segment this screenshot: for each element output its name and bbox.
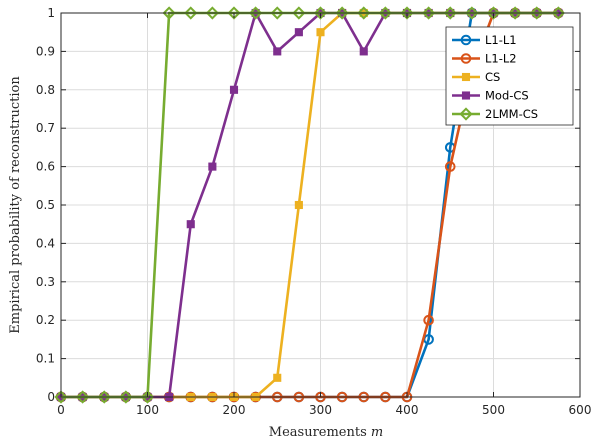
data-point bbox=[208, 162, 217, 171]
x-axis-title: Measurements m bbox=[269, 425, 383, 440]
data-point bbox=[229, 85, 239, 94]
y-tick-label: 0 bbox=[47, 390, 55, 404]
legend-entry: L1-L1 bbox=[452, 33, 517, 47]
data-point bbox=[378, 6, 392, 20]
y-tick-label: 0.5 bbox=[36, 198, 55, 212]
data-point bbox=[316, 28, 325, 37]
data-point bbox=[292, 6, 306, 20]
data-point bbox=[273, 373, 282, 382]
data-point bbox=[205, 6, 219, 20]
data-point bbox=[313, 6, 328, 20]
legend-entry: CS bbox=[452, 70, 500, 84]
legend-entry: L1-L2 bbox=[452, 52, 517, 66]
y-tick-label: 0.3 bbox=[36, 275, 55, 289]
data-point bbox=[119, 390, 133, 404]
x-axis-title-text: Measurements bbox=[269, 425, 367, 440]
data-point bbox=[508, 6, 522, 20]
legend-swatch-marker bbox=[460, 53, 472, 64]
data-point bbox=[400, 6, 414, 20]
data-point bbox=[227, 6, 241, 20]
data-point bbox=[486, 6, 501, 20]
legend-label: CS bbox=[485, 70, 500, 84]
legend-label: L1-L2 bbox=[485, 52, 517, 66]
y-axis-title: Empirical probability of reconstruction bbox=[8, 76, 23, 334]
data-point bbox=[294, 28, 303, 37]
legend-entry: Mod-CS bbox=[452, 89, 529, 103]
legend-swatch-marker bbox=[461, 72, 471, 82]
data-point bbox=[186, 220, 195, 229]
y-tick-label: 0.8 bbox=[36, 83, 55, 97]
tick-labels: 0 100 200 300 400 500 600 0 0.1 0.2 0.3 0.4 0.5 0.6 0.… bbox=[36, 6, 592, 417]
data-point bbox=[97, 390, 111, 404]
x-tick-label: 400 bbox=[396, 403, 419, 417]
legend: L1-L1 L1-L2 CS Mod-CS 2LMM-CS bbox=[445, 26, 574, 126]
y-tick-label: 0.4 bbox=[36, 236, 55, 250]
x-tick-label: 0 bbox=[57, 403, 65, 417]
y-tick-label: 0.7 bbox=[36, 121, 55, 135]
ticks bbox=[60, 12, 581, 398]
y-tick-label: 1 bbox=[47, 6, 55, 20]
x-tick-label: 500 bbox=[482, 403, 505, 417]
x-tick-label: 300 bbox=[309, 403, 332, 417]
data-point bbox=[54, 390, 68, 404]
data-point bbox=[359, 47, 368, 56]
legend-swatch-marker bbox=[461, 91, 471, 100]
data-point bbox=[294, 200, 303, 210]
data-point bbox=[443, 6, 457, 20]
data-point bbox=[162, 6, 176, 20]
data-point bbox=[76, 390, 90, 404]
data-point bbox=[357, 6, 371, 20]
data-point bbox=[184, 6, 198, 20]
y-tick-label: 0.9 bbox=[36, 44, 55, 58]
legend-label: Mod-CS bbox=[485, 89, 529, 103]
legend-swatch-marker bbox=[460, 34, 472, 46]
data-point bbox=[444, 161, 456, 172]
x-tick-label: 100 bbox=[136, 403, 159, 417]
legend-entry: 2LMM-CS bbox=[452, 107, 538, 121]
data-point bbox=[140, 390, 155, 404]
data-point bbox=[530, 6, 544, 20]
legend-swatch-marker bbox=[459, 107, 473, 121]
data-point bbox=[270, 6, 284, 20]
x-tick-label: 600 bbox=[569, 403, 592, 417]
y-tick-label: 0.1 bbox=[36, 352, 55, 366]
data-point bbox=[249, 6, 263, 20]
x-tick-label: 200 bbox=[223, 403, 246, 417]
data-point bbox=[551, 6, 565, 20]
legend-label: L1-L1 bbox=[485, 33, 517, 47]
data-point bbox=[273, 47, 282, 56]
y-tick-label: 0.2 bbox=[36, 313, 55, 327]
x-axis-variable: m bbox=[371, 425, 383, 440]
y-tick-label: 0.6 bbox=[36, 160, 55, 174]
data-point bbox=[465, 6, 479, 20]
data-point bbox=[335, 6, 349, 20]
legend-label: 2LMM-CS bbox=[485, 107, 538, 121]
data-point bbox=[422, 6, 436, 20]
data-point bbox=[423, 314, 434, 326]
